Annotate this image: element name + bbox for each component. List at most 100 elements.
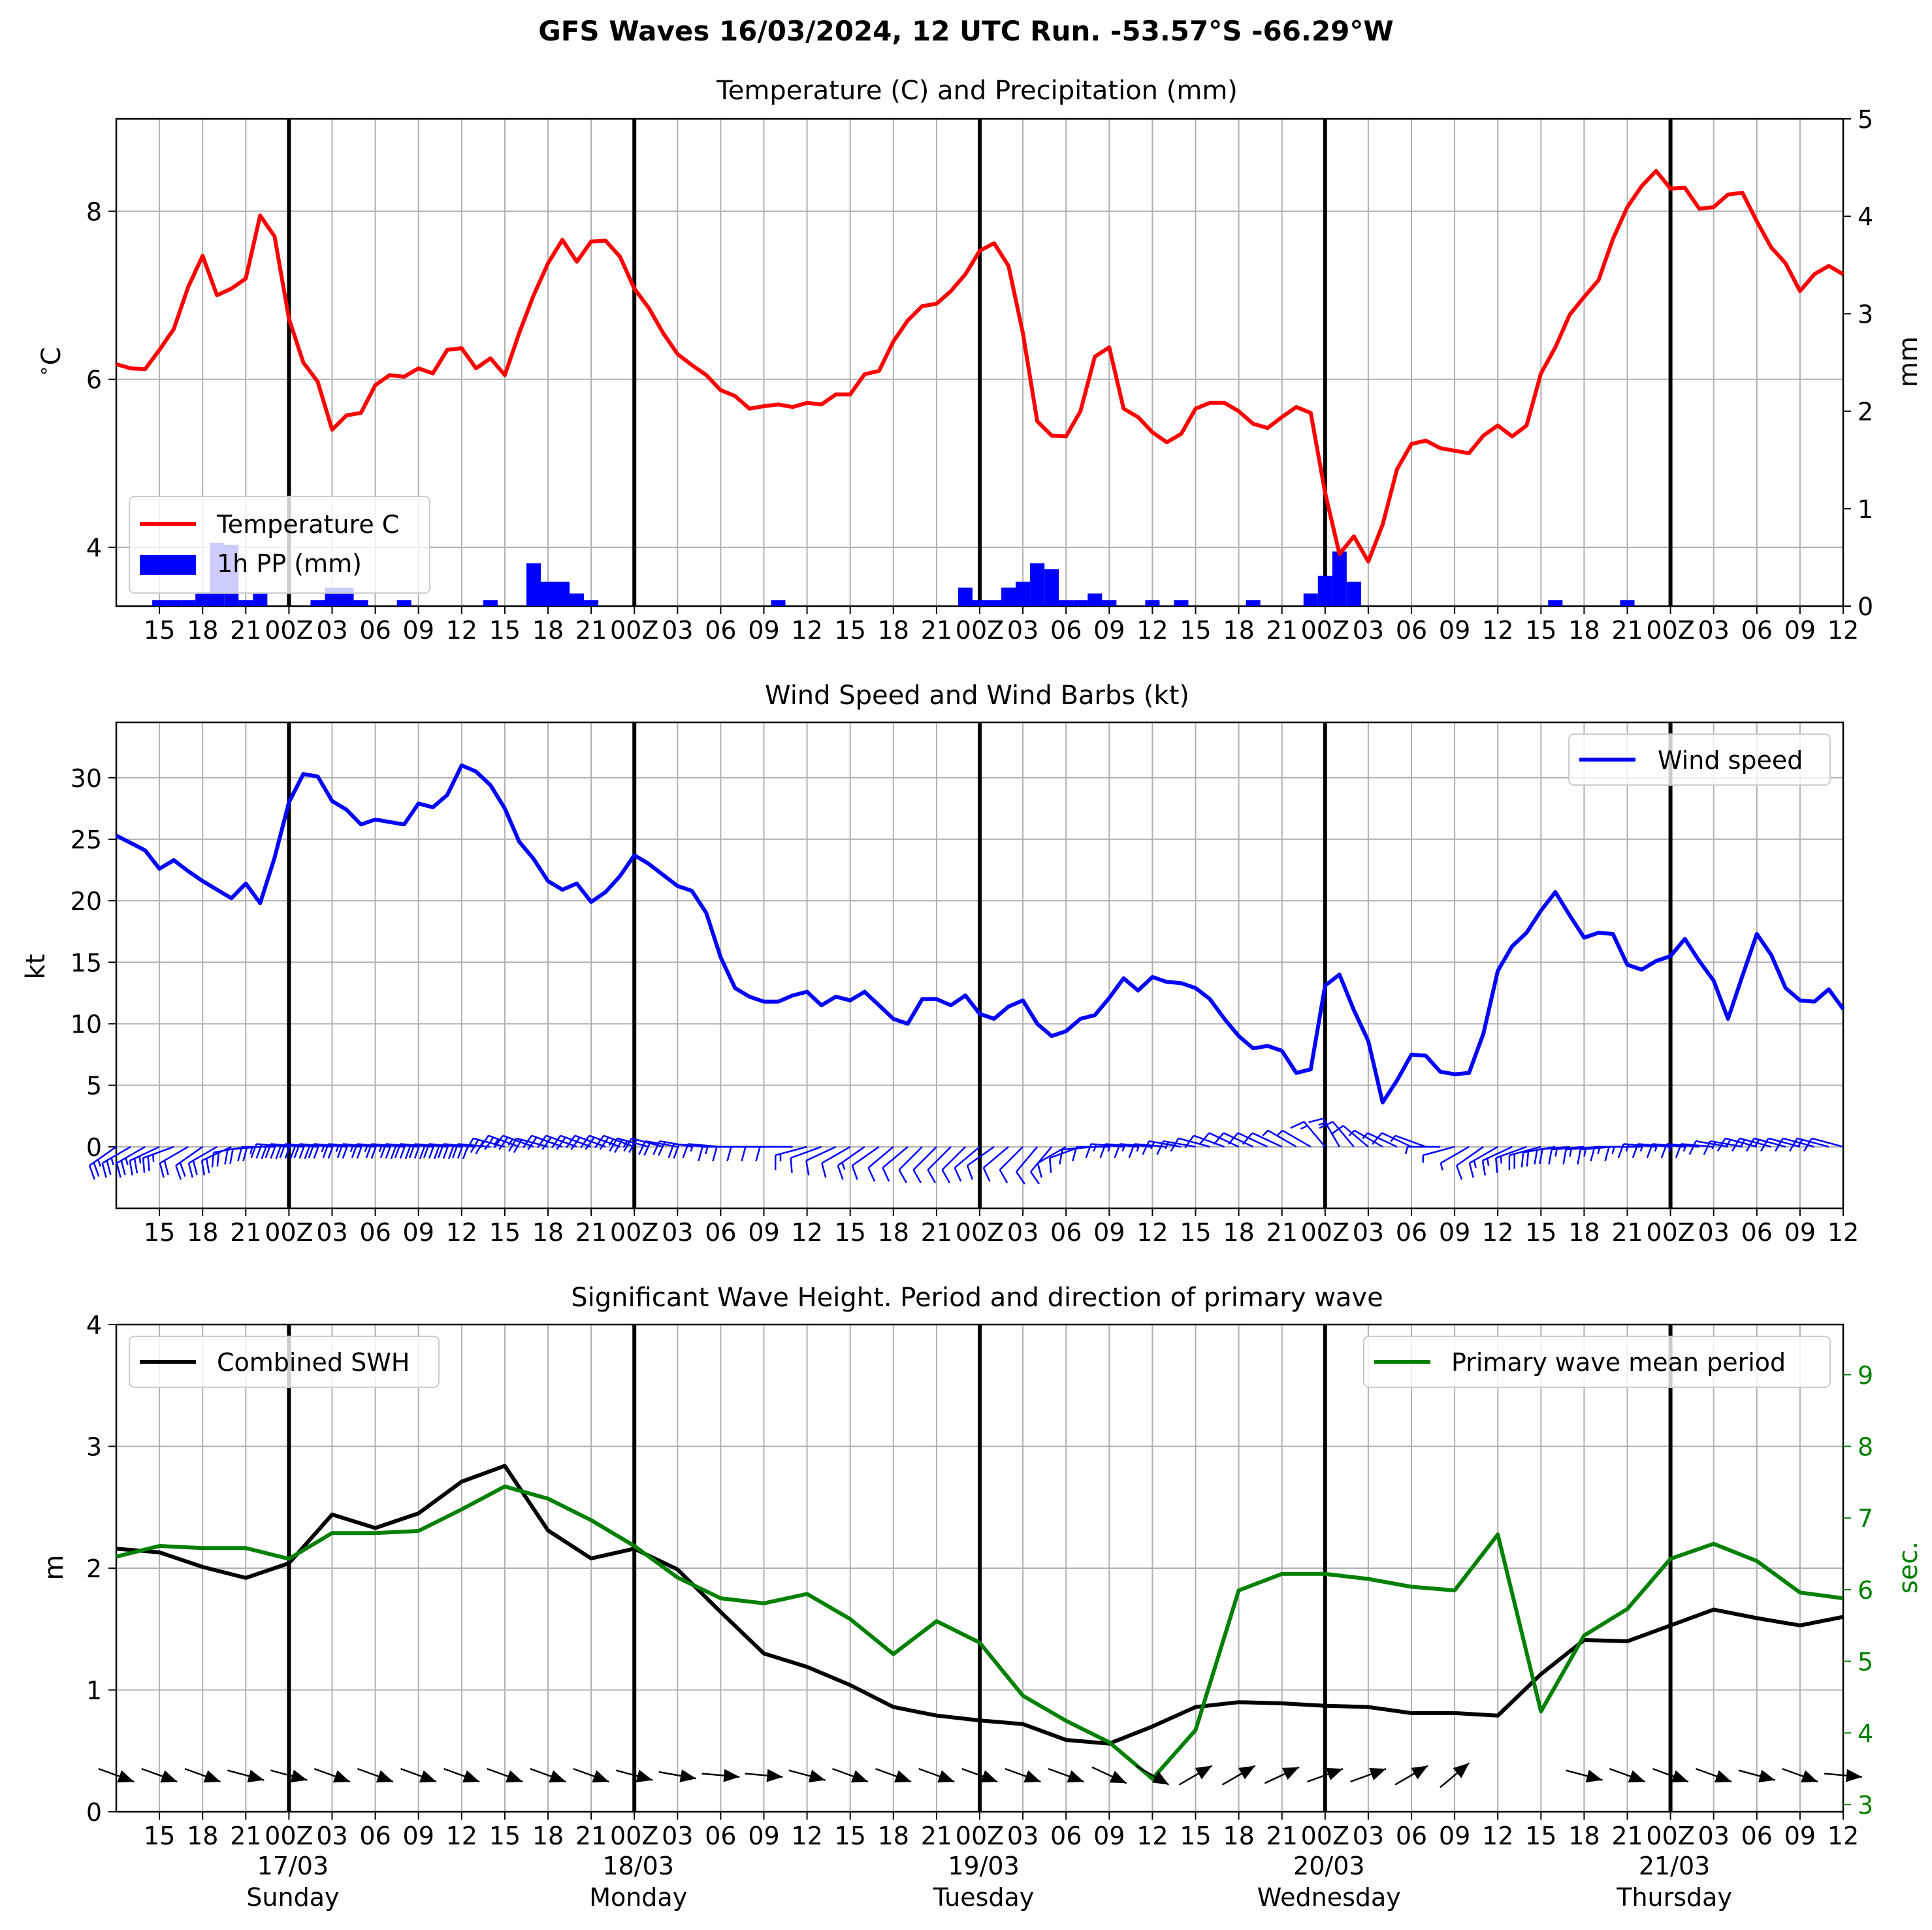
wave-direction-arrow [1566, 1769, 1603, 1783]
wind-barb-staff [1332, 1121, 1355, 1148]
x-tick-label: 18 [1568, 1218, 1600, 1247]
wind-barb [1362, 1132, 1398, 1148]
wind-barb [101, 1146, 131, 1178]
wind-barb [755, 1146, 793, 1162]
wind-barb-half [841, 1162, 846, 1170]
wave-arrow-head [894, 1770, 912, 1783]
wind-barb [536, 1134, 577, 1150]
wind-barb-half [1554, 1149, 1558, 1157]
wave-arrow-head [1326, 1767, 1344, 1780]
wind-barb-staff [1696, 1140, 1728, 1148]
x-tick-label: 18 [187, 1218, 218, 1247]
wind-barb [966, 1146, 995, 1180]
wave-arrow-head [247, 1769, 265, 1783]
wind-barb-staff [1381, 1132, 1412, 1148]
x-tick-label: 03 [1698, 1822, 1730, 1850]
precip-bar [1548, 600, 1563, 606]
wind-barb-flag [1227, 1132, 1239, 1145]
x-tick-label: 09 [748, 1822, 779, 1850]
wind-barb-half [705, 1146, 709, 1155]
precip-bar [253, 593, 268, 606]
x-tick-label: 06 [1741, 1822, 1773, 1850]
wind-barb-half [1107, 1144, 1112, 1152]
wind-barb-flag [867, 1167, 876, 1182]
wind-barb-staff [1782, 1137, 1815, 1148]
wind-barb-half [1500, 1156, 1502, 1164]
wind-barb-staff [531, 1134, 563, 1148]
y-tick-label-right: 5 [1858, 1648, 1873, 1677]
wind-barb-flag [224, 1149, 229, 1165]
legend-box [129, 1336, 440, 1388]
x-tick-label: 00Z [1301, 616, 1349, 645]
wave-arrow-head [203, 1770, 221, 1783]
wind-barb [129, 1146, 160, 1176]
wind-barb [551, 1134, 592, 1150]
wind-barb-flag [1072, 1146, 1078, 1162]
y-tick-label: 8 [86, 197, 102, 226]
wind-barb-staff [1495, 1146, 1527, 1159]
wind-barb-half [690, 1144, 694, 1152]
y-tick-label-right: 3 [1858, 300, 1873, 329]
wave-direction-arrow [270, 1769, 308, 1783]
y-tick-label-right: 6 [1858, 1576, 1873, 1605]
wind-barb-half [622, 1140, 628, 1148]
wind-barb-flag [1660, 1144, 1668, 1159]
wind-barb-flag [479, 1135, 489, 1149]
wave-arrow-head [1109, 1771, 1127, 1784]
legend-label-temperature: Temperature C [216, 510, 399, 539]
y-tick-label: 25 [71, 826, 102, 854]
wind-barb-flag [599, 1136, 609, 1150]
wind-barb [1390, 1134, 1426, 1148]
panel-title-wind: Wind Speed and Wind Barbs (kt) [765, 681, 1189, 711]
wind-barb-flag [211, 1152, 215, 1168]
x-tick-label: 09 [1093, 616, 1125, 645]
y-tick-label: 4 [86, 1311, 102, 1340]
x-tick-label: 06 [359, 616, 391, 645]
wind-barb-flag [1059, 1149, 1063, 1165]
wind-barb-flag [293, 1144, 300, 1159]
wind-barb-flag [394, 1144, 402, 1159]
wind-barb-flag [966, 1165, 973, 1180]
x-tick-label: 21 [575, 616, 607, 645]
wave-direction-arrow [1696, 1767, 1732, 1783]
x-tick-label: 18 [1223, 616, 1254, 645]
wave-direction-arrow [1135, 1765, 1170, 1786]
wind-barb [1242, 1132, 1283, 1148]
wind-barb-flag [399, 1144, 407, 1159]
wave-direction-arrow [1609, 1767, 1646, 1783]
wind-barb-flag [419, 1144, 427, 1159]
y-tick-label-right: 8 [1858, 1433, 1873, 1462]
wind-barb-flag [284, 1144, 291, 1159]
wave-direction-arrow [443, 1767, 480, 1783]
wave-arrow-head [1714, 1770, 1731, 1783]
x-tick-label: 03 [662, 616, 693, 645]
day-label-weekday: Wednesday [1257, 1883, 1401, 1912]
wind-barb-flag [279, 1144, 286, 1159]
x-tick-label: 12 [791, 616, 822, 645]
wave-arrow-head [1585, 1769, 1603, 1783]
day-label-weekday: Monday [589, 1883, 687, 1912]
wind-barb-flag [142, 1157, 146, 1173]
precip-bar [1001, 587, 1016, 606]
x-tick-label: 00Z [265, 1218, 313, 1247]
x-tick-label: 09 [1439, 616, 1470, 645]
wind-barb [1760, 1137, 1801, 1152]
precip-bar [987, 600, 1002, 606]
wind-barb-flag [726, 1146, 732, 1162]
x-tick-label: 03 [662, 1218, 693, 1247]
x-tick-label: 03 [1353, 616, 1384, 645]
x-tick-label: 15 [489, 1218, 521, 1247]
wind-barb [1703, 1140, 1743, 1155]
wind-barb-flag [508, 1138, 517, 1152]
day-label-date: 19/03 [948, 1852, 1020, 1880]
wind-barb-flag [1746, 1138, 1755, 1152]
wind-barb-flag [342, 1144, 349, 1159]
wind-barb [201, 1146, 232, 1176]
x-tick-label: 18 [532, 1218, 564, 1247]
precip-bar [1145, 600, 1160, 606]
x-tick-label: 15 [144, 616, 175, 645]
legend-period: Primary wave mean period [1363, 1336, 1831, 1388]
wind-barb-flag [668, 1144, 675, 1159]
x-tick-label: 18 [878, 1822, 909, 1850]
wind-barb-flag [1242, 1132, 1253, 1145]
